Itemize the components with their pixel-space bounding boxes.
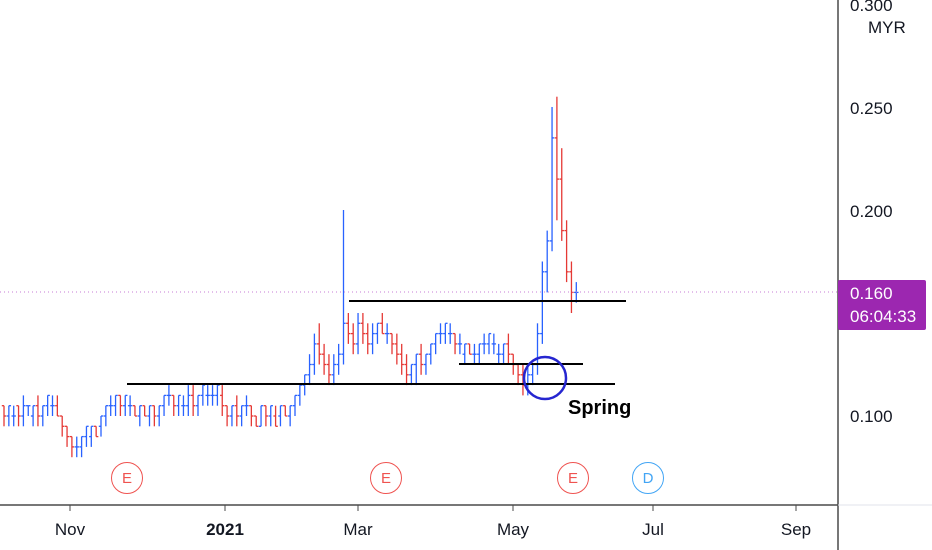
y-tick-label-3: 0.300 xyxy=(850,0,893,15)
last-price-tag: 0.160 06:04:33 xyxy=(838,280,926,330)
x-tick-label-mar: Mar xyxy=(343,520,373,539)
spring-circle xyxy=(522,355,568,401)
earnings-event-marker-2[interactable]: E xyxy=(370,462,402,494)
x-tick-label-sep: Sep xyxy=(781,520,811,539)
y-tick-label-2: 0.250 xyxy=(850,99,893,118)
x-tick-label-may: May xyxy=(497,520,530,539)
y-tick-label-1: 0.200 xyxy=(850,202,893,221)
currency-label: MYR xyxy=(868,18,906,37)
spring-annotation: Spring xyxy=(568,397,631,419)
earnings-event-marker-1[interactable]: E xyxy=(111,462,143,494)
candles xyxy=(1,96,579,458)
y-tick-label-0: 0.100 xyxy=(850,407,893,426)
bar-countdown: 06:04:33 xyxy=(850,307,917,326)
earnings-event-marker-3[interactable]: E xyxy=(557,462,589,494)
x-tick-label-jul: Jul xyxy=(642,520,664,539)
x-tick-label-nov: Nov xyxy=(55,520,86,539)
x-tick-label-2021: 2021 xyxy=(206,520,244,539)
last-price-value: 0.160 xyxy=(850,284,893,303)
dividend-event-marker[interactable]: D xyxy=(632,462,664,494)
